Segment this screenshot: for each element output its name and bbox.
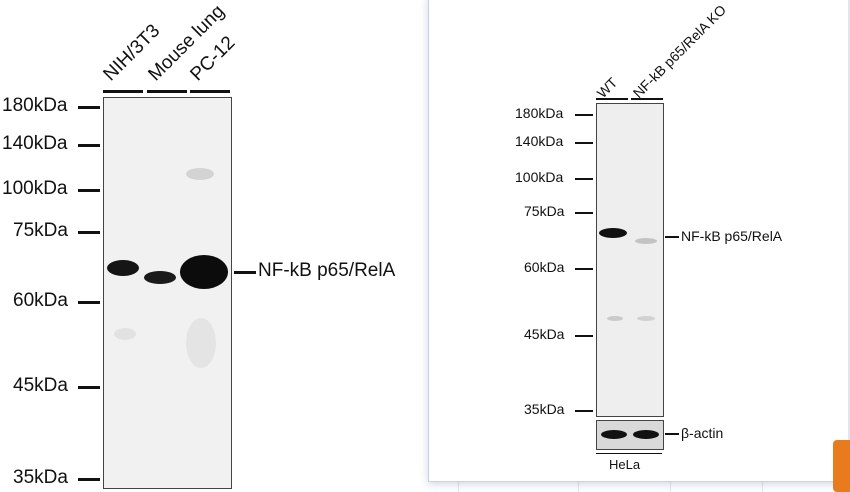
marker-tick bbox=[78, 231, 100, 234]
faint-band bbox=[607, 316, 623, 321]
background-divider bbox=[670, 478, 671, 492]
r-marker-75: 75kDa bbox=[524, 203, 565, 219]
band-wt bbox=[599, 228, 627, 238]
r-target-label: NF-kB p65/RelA bbox=[681, 228, 783, 244]
r-marker-60: 60kDa bbox=[524, 259, 565, 275]
lane-bar-wt bbox=[596, 98, 628, 100]
faint-band bbox=[114, 328, 136, 340]
lane-label-wt: WT bbox=[593, 74, 621, 101]
marker-tick bbox=[78, 106, 100, 109]
left-membrane bbox=[103, 97, 232, 489]
marker-tick bbox=[78, 301, 100, 304]
lane-bar-ko bbox=[631, 98, 663, 100]
image-preview-panel[interactable]: WT NF-kB p65/RelA KO 180kDa 140kDa 100kD… bbox=[428, 0, 850, 482]
r-marker-100: 100kDa bbox=[515, 169, 564, 185]
background-divider bbox=[762, 478, 763, 492]
cell-line-label: HeLa bbox=[609, 457, 641, 472]
marker-tick bbox=[575, 268, 593, 270]
cell-line-bar bbox=[596, 453, 662, 454]
lane-bar-1 bbox=[103, 90, 143, 93]
marker-75: 75kDa bbox=[13, 220, 68, 241]
window-edge bbox=[848, 0, 850, 492]
band-actin-ko bbox=[633, 430, 659, 439]
faint-band bbox=[186, 168, 214, 180]
marker-100: 100kDa bbox=[2, 178, 68, 199]
marker-tick bbox=[78, 144, 100, 147]
marker-35: 35kDa bbox=[13, 467, 68, 488]
marker-tick bbox=[575, 335, 593, 337]
lane-bar-2 bbox=[147, 90, 187, 93]
faint-band bbox=[637, 316, 655, 321]
marker-180: 180kDa bbox=[2, 95, 68, 116]
target-label: NF-kB p65/RelA bbox=[258, 260, 396, 281]
marker-140: 140kDa bbox=[2, 133, 68, 154]
r-marker-35: 35kDa bbox=[524, 401, 565, 417]
r-marker-140: 140kDa bbox=[515, 133, 564, 149]
actin-membrane bbox=[596, 420, 664, 450]
band-ko bbox=[635, 238, 657, 244]
floating-action-tab[interactable] bbox=[833, 440, 850, 492]
actin-label: β-actin bbox=[681, 425, 724, 441]
marker-45: 45kDa bbox=[13, 375, 68, 396]
target-pointer bbox=[665, 236, 679, 238]
marker-tick bbox=[575, 178, 593, 180]
lane-bar-3 bbox=[190, 90, 230, 93]
target-pointer bbox=[234, 271, 256, 274]
right-membrane bbox=[596, 103, 664, 417]
marker-tick bbox=[78, 386, 100, 389]
band-actin-wt bbox=[601, 430, 627, 439]
lane-label-ko: NF-kB p65/RelA KO bbox=[629, 1, 730, 102]
marker-tick bbox=[575, 114, 593, 116]
band-mouse-lung bbox=[144, 271, 176, 284]
marker-tick bbox=[78, 189, 100, 192]
marker-tick bbox=[575, 212, 593, 214]
band-nih3t3 bbox=[107, 260, 139, 276]
marker-60: 60kDa bbox=[13, 290, 68, 311]
marker-tick bbox=[575, 142, 593, 144]
background-divider bbox=[578, 478, 579, 492]
r-marker-45: 45kDa bbox=[524, 326, 565, 342]
band-pc12 bbox=[180, 255, 228, 289]
actin-pointer bbox=[665, 433, 679, 435]
marker-tick bbox=[78, 478, 100, 481]
background-divider bbox=[458, 478, 459, 492]
smear bbox=[186, 318, 216, 368]
marker-tick bbox=[575, 410, 593, 412]
r-marker-180: 180kDa bbox=[515, 105, 564, 121]
